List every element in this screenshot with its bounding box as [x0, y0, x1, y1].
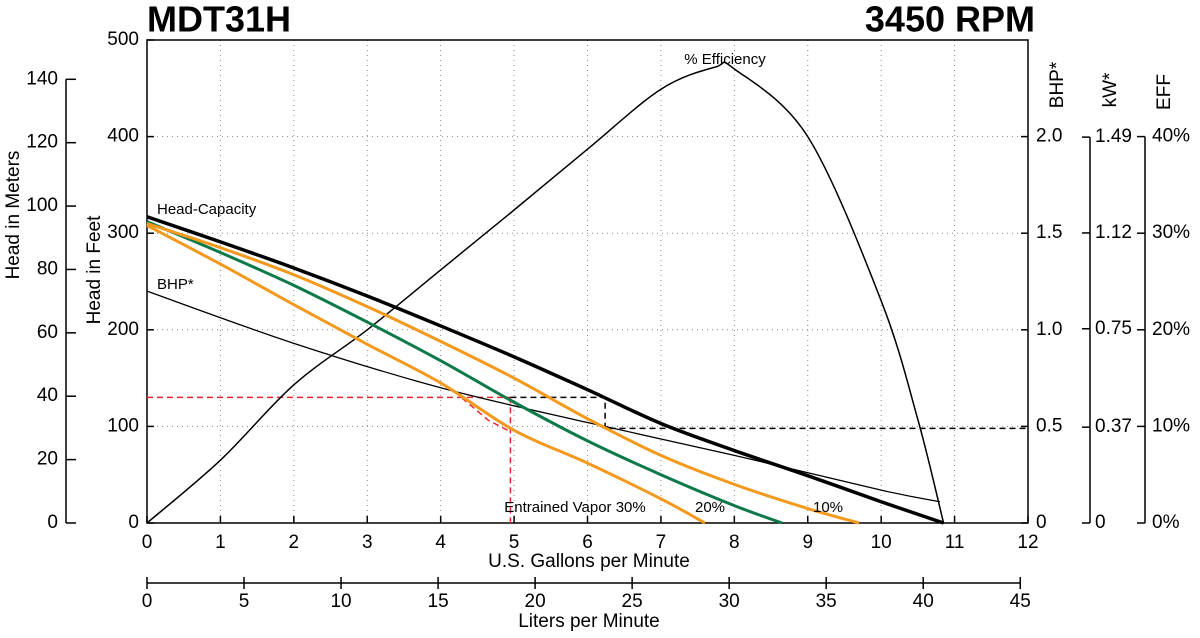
x-tick-label: 10 — [871, 532, 892, 553]
vapor-guide — [461, 397, 512, 433]
series-line — [146, 215, 945, 525]
y-axis-label: Head in Feet — [84, 215, 105, 325]
chart-title: MDT31H — [147, 0, 291, 40]
x-tick-label: 4 — [435, 532, 446, 553]
y3-tick-label: 0% — [1152, 512, 1180, 533]
kw-tick-label: 0.75 — [1095, 318, 1132, 339]
y-tick-label: 200 — [107, 319, 139, 340]
chart-subtitle: 3450 RPM — [865, 0, 1035, 40]
x-tick-label: 7 — [656, 532, 667, 553]
liters-axis-label: Liters per Minute — [518, 611, 660, 632]
meters-tick-label: 20 — [37, 449, 58, 470]
meters-axis-label: Head in Meters — [3, 151, 24, 280]
liters-tick-label: 30 — [719, 591, 740, 612]
x-tick-label: 2 — [289, 532, 300, 553]
y3-tick-label: 10% — [1152, 415, 1190, 436]
y3-tick-label: 40% — [1152, 126, 1190, 147]
series-line — [146, 220, 783, 525]
meters-tick-label: 100 — [26, 195, 58, 216]
y-tick-label: 300 — [107, 222, 139, 243]
liters-tick-label: 20 — [525, 591, 546, 612]
x-tick-label: 0 — [142, 532, 153, 553]
meters-tick-label: 140 — [26, 68, 58, 89]
x-tick-label: 12 — [1017, 532, 1038, 553]
series-line — [146, 222, 860, 525]
x-axis-label: U.S. Gallons per Minute — [488, 551, 690, 572]
y2-tick-label: 2.0 — [1036, 126, 1062, 147]
x-tick-label: 8 — [729, 532, 740, 553]
meters-tick-label: 60 — [37, 322, 58, 343]
y2-axis-label: BHP* — [1047, 61, 1068, 108]
series-line — [146, 224, 706, 525]
liters-tick-label: 40 — [913, 591, 934, 612]
liters-tick-label: 25 — [622, 591, 643, 612]
y2-tick-label: 1.0 — [1036, 319, 1062, 340]
y3-axis-label: EFF — [1154, 74, 1175, 110]
liters-tick-label: 45 — [1010, 591, 1031, 612]
curve-label: BHP* — [157, 276, 194, 293]
y2-tick-label: 0 — [1036, 512, 1047, 533]
curve-label: % Efficiency — [684, 51, 766, 68]
x-tick-label: 1 — [215, 532, 226, 553]
y3-tick-label: 30% — [1152, 222, 1190, 243]
liters-tick-label: 35 — [816, 591, 837, 612]
y-tick-label: 500 — [107, 29, 139, 50]
meters-tick-label: 40 — [37, 385, 58, 406]
liters-tick-label: 15 — [428, 591, 449, 612]
meters-tick-label: 0 — [47, 512, 58, 533]
liters-tick-label: 5 — [239, 591, 250, 612]
series-line — [146, 290, 941, 503]
y-tick-label: 100 — [107, 415, 139, 436]
x-tick-label: 6 — [582, 532, 593, 553]
curve-label: Entrained Vapor 30% — [504, 499, 645, 516]
y3-tick-label: 20% — [1152, 319, 1190, 340]
liters-tick-label: 0 — [142, 591, 153, 612]
kw-tick-label: 0 — [1095, 512, 1106, 533]
y2-tick-label: 0.5 — [1036, 415, 1062, 436]
y-tick-label: 0 — [128, 512, 139, 533]
kw-axis-label: kW* — [1100, 72, 1121, 107]
meters-tick-label: 120 — [26, 132, 58, 153]
liters-tick-label: 10 — [330, 591, 351, 612]
y-tick-label: 400 — [107, 126, 139, 147]
curve-label: 20% — [695, 499, 725, 516]
kw-tick-label: 1.12 — [1095, 222, 1132, 243]
x-tick-label: 3 — [362, 532, 373, 553]
x-tick-label: 5 — [509, 532, 520, 553]
meters-tick-label: 80 — [37, 258, 58, 279]
curve-label: 10% — [813, 499, 843, 516]
y2-tick-label: 1.5 — [1036, 222, 1062, 243]
x-tick-label: 11 — [945, 532, 965, 553]
curve-label: Head-Capacity — [157, 201, 257, 218]
x-tick-label: 9 — [802, 532, 813, 553]
bhp-guide — [510, 396, 1028, 430]
series-line — [146, 61, 945, 524]
kw-tick-label: 0.37 — [1095, 416, 1132, 437]
kw-tick-label: 1.49 — [1095, 126, 1132, 147]
